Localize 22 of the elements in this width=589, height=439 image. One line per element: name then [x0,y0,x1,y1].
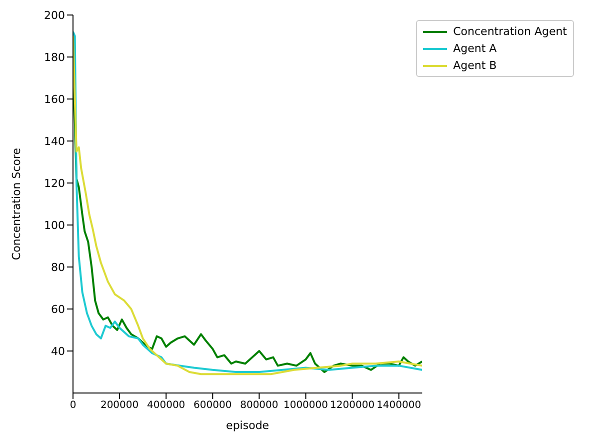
y-tick-label: 80 [51,260,65,274]
y-tick-label: 120 [44,176,65,190]
legend-label: Concentration Agent [453,24,567,40]
x-axis-title: episode [226,419,270,432]
y-tick-label: 60 [51,302,65,316]
x-tick-label: 600000 [194,400,232,412]
y-tick-label: 200 [44,8,65,22]
y-tick-label: 180 [44,50,65,64]
x-tick-label: 1000000 [283,400,328,412]
x-tick-label: 1200000 [330,400,375,412]
y-tick-label: 160 [44,92,65,106]
y-tick-label: 40 [51,344,65,358]
legend-label: Agent B [453,58,497,74]
x-tick-label: 200000 [100,400,139,412]
x-tick-label: 0 [70,400,76,412]
y-tick-label: 100 [44,218,65,232]
y-axis-title: Concentration Score [10,148,23,260]
x-tick-label: 800000 [240,400,278,412]
legend-label: Agent A [453,41,497,57]
x-tick-label: 400000 [147,400,186,412]
x-tick-label: 1400000 [376,400,422,412]
y-tick-label: 140 [44,134,65,148]
